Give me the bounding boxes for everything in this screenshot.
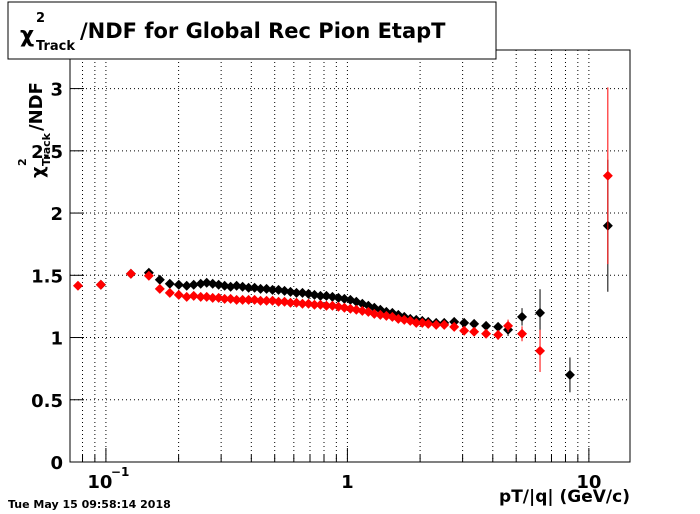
data-point	[493, 329, 504, 340]
data-point	[243, 282, 254, 293]
data-point	[469, 318, 480, 329]
data-point	[285, 297, 296, 308]
x-axis-label: pT/|q| (GeV/c)	[499, 487, 630, 507]
data-point	[449, 321, 460, 332]
data-point	[261, 295, 272, 306]
data-point	[602, 170, 613, 181]
data-point	[255, 283, 266, 294]
data-point	[291, 287, 302, 298]
data-point	[181, 291, 192, 302]
data-point	[503, 320, 514, 331]
data-point	[164, 278, 175, 289]
data-point	[72, 280, 83, 291]
data-point	[303, 288, 314, 299]
y-label-sub: Track	[40, 132, 53, 166]
data-point	[481, 328, 492, 339]
data-point	[219, 293, 230, 304]
x-tick-label: 1	[341, 472, 354, 493]
title-sub: Track	[36, 39, 75, 54]
data-point	[173, 289, 184, 300]
y-tick-label: 0.5	[31, 391, 63, 412]
data-point	[188, 279, 199, 290]
data-point	[267, 284, 278, 295]
data-point	[315, 290, 326, 301]
x-tick-exponent: −1	[111, 465, 129, 479]
data-point	[431, 319, 442, 330]
data-point	[154, 283, 165, 294]
data-point	[181, 280, 192, 291]
y-label-rest: /NDF	[26, 82, 47, 131]
data-point	[243, 294, 254, 305]
y-axis-label: χ 2 Track /NDF	[16, 82, 53, 178]
data-point	[535, 307, 546, 318]
timestamp: Tue May 15 09:58:14 2018	[8, 498, 171, 511]
chart-title: /NDF for Global Rec Pion EtapT	[80, 19, 446, 43]
data-point	[273, 296, 284, 307]
y-label-symbol: χ	[28, 166, 49, 178]
data-point	[459, 317, 470, 328]
data-point	[303, 298, 314, 309]
x-tick-label: 10	[87, 472, 112, 493]
title-box	[7, 1, 497, 60]
data-point	[143, 270, 154, 281]
data-point	[231, 294, 242, 305]
data-point	[517, 311, 528, 322]
data-point	[188, 290, 199, 301]
y-tick-label: 3	[50, 80, 63, 101]
x-tick-label: 10	[576, 472, 601, 493]
data-point	[154, 274, 165, 285]
data-point	[95, 279, 106, 290]
data-point	[255, 295, 266, 306]
data-point	[321, 300, 332, 311]
marks	[70, 50, 630, 463]
data-point	[481, 320, 492, 331]
data-point	[459, 325, 470, 336]
title-symbol: χ	[20, 23, 34, 48]
y-tick-label: 2	[50, 204, 63, 225]
y-tick-label: 0	[50, 453, 63, 474]
title-sup: 2	[36, 11, 45, 26]
data-point	[357, 305, 368, 316]
data-point	[164, 287, 175, 298]
data-point	[195, 278, 206, 289]
data-point	[411, 317, 422, 328]
data-point	[195, 291, 206, 302]
y-label-sup: 2	[16, 158, 29, 166]
data-point	[237, 281, 248, 292]
y-tick-label: 1	[50, 329, 63, 350]
y-tick-label: 2.5	[31, 142, 63, 163]
data-point	[297, 298, 308, 309]
data-point	[237, 294, 248, 305]
data-point	[423, 318, 434, 329]
data-point	[517, 328, 528, 339]
data-point	[321, 290, 332, 301]
data-point	[564, 369, 575, 380]
data-point	[493, 321, 504, 332]
data-point	[173, 279, 184, 290]
y-tick-label: 1.5	[31, 266, 63, 287]
data-point	[469, 326, 480, 337]
data-point	[439, 319, 450, 330]
data-point	[375, 309, 386, 320]
data-point	[125, 268, 136, 279]
data-point	[535, 345, 546, 356]
data-point	[309, 299, 320, 310]
data-point	[207, 292, 218, 303]
